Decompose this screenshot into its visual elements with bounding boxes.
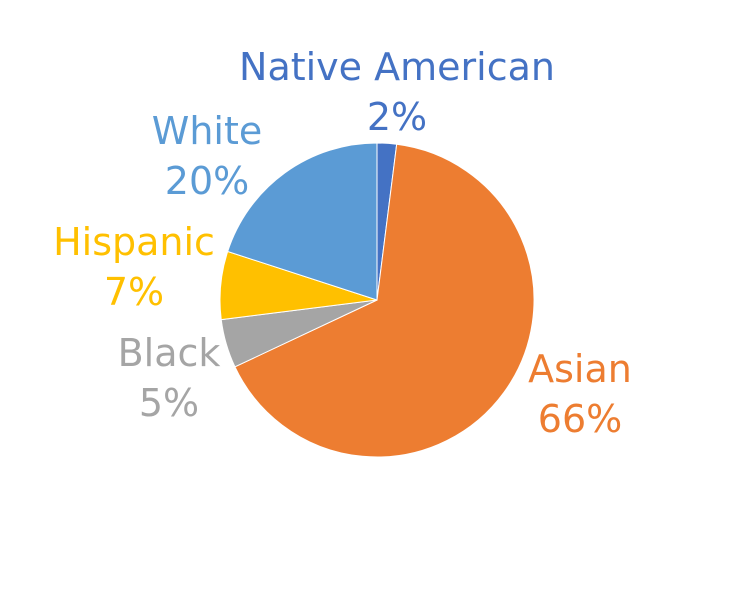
slice-label-asian: Asian xyxy=(528,347,632,391)
slice-percent-black: 5% xyxy=(139,381,199,425)
slice-percent-hispanic: 7% xyxy=(104,270,164,314)
slice-label-white: White xyxy=(152,109,263,153)
slice-label-native-american: Native American xyxy=(239,45,555,89)
slice-label-black: Black xyxy=(118,331,221,375)
slice-label-hispanic: Hispanic xyxy=(53,220,215,264)
slice-percent-asian: 66% xyxy=(538,397,622,441)
slice-percent-native-american: 2% xyxy=(367,95,427,139)
slice-percent-white: 20% xyxy=(165,159,249,203)
